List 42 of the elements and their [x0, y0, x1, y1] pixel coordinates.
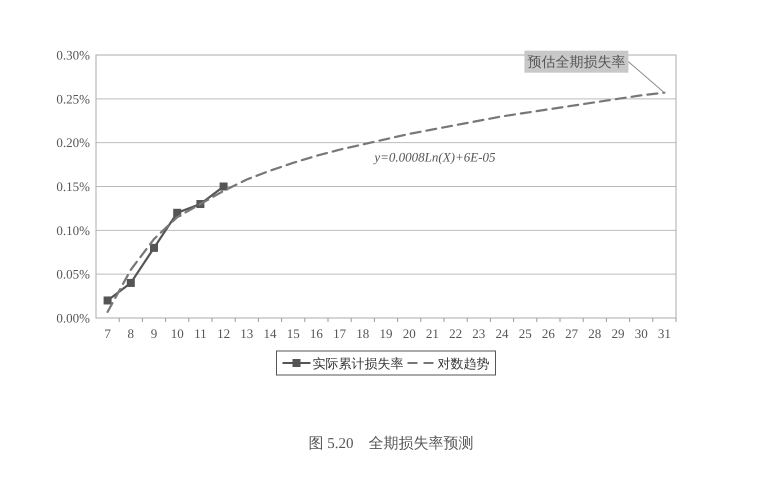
x-tick-label: 19	[380, 326, 392, 341]
x-tick-label: 14	[264, 326, 277, 341]
x-tick-label: 23	[472, 326, 486, 341]
y-tick-label: 0.05%	[56, 266, 90, 282]
x-tick-label: 16	[310, 326, 324, 341]
x-tick-label: 12	[217, 326, 230, 341]
y-tick-label: 0.10%	[56, 222, 90, 238]
x-tick-label: 8	[128, 326, 134, 341]
x-tick-label: 31	[658, 326, 671, 341]
x-tick-label: 28	[588, 326, 602, 341]
y-tick-label: 0.20%	[56, 135, 90, 150]
x-tick-label: 26	[542, 326, 556, 341]
x-tick-label: 29	[612, 326, 624, 341]
x-tick-label: 25	[518, 326, 532, 341]
line-series	[106, 92, 666, 313]
x-tick-label: 7	[104, 326, 112, 341]
x-tick-label: 27	[565, 326, 579, 341]
annotation: y=0.0008Ln(X)+6E-05	[372, 150, 496, 164]
x-tick-label: 24	[496, 326, 509, 341]
annotation: 预估全期损失率	[527, 54, 626, 71]
x-tick-label: 13	[240, 326, 254, 341]
y-tick-label: 0.15%	[56, 179, 90, 194]
x-tick-label: 18	[356, 326, 370, 341]
y-tick-label: 0.25%	[56, 91, 90, 106]
x-tick-label: 15	[286, 326, 300, 341]
point	[126, 278, 135, 287]
legend-label: 对数趋势	[438, 356, 490, 371]
x-tick-label: 30	[634, 326, 648, 341]
point	[220, 182, 228, 190]
x-tick-label: 22	[449, 326, 462, 341]
y-tick-label: 0.30%	[56, 48, 90, 63]
legend-label: 实际累计损失率	[312, 356, 404, 371]
x-tick-label: 17	[333, 326, 347, 341]
x-tick-label: 11	[194, 326, 207, 341]
y-tick-label: 0.00%	[56, 310, 90, 326]
text: 图 5.20 全期损失率预测	[308, 435, 474, 452]
x-tick-label: 20	[402, 326, 416, 341]
x-tick-label: 10	[170, 326, 184, 341]
x-tick-label: 21	[426, 326, 439, 341]
point	[104, 296, 112, 304]
x-tick-label: 9	[150, 326, 158, 341]
point	[150, 244, 158, 252]
